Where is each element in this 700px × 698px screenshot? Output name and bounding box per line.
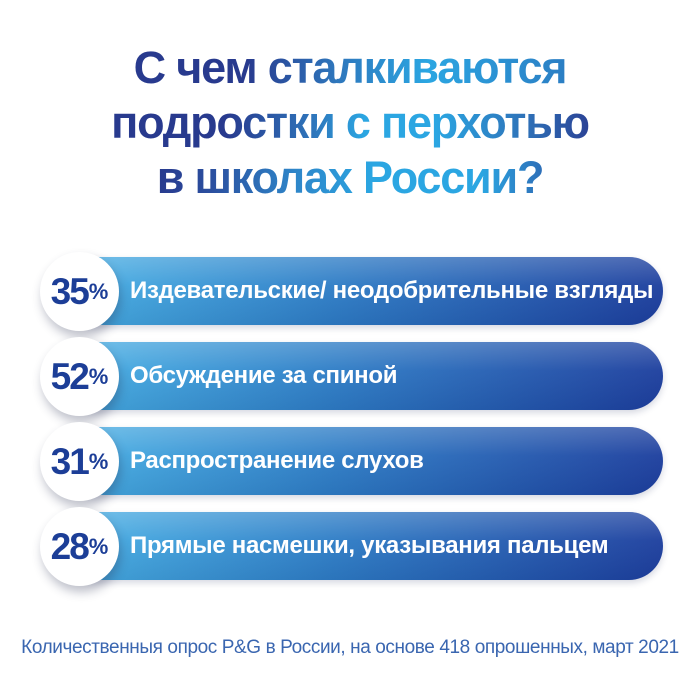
- percent-badge: 28%: [40, 507, 119, 586]
- bar-list: Издевательские/ неодобрительные взгляды …: [40, 252, 663, 592]
- bar-label: Прямые насмешки, указывания пальцем: [130, 532, 609, 559]
- percent-sign: %: [88, 363, 109, 389]
- percent-value: 35: [50, 270, 90, 312]
- bar-track: [63, 427, 663, 495]
- bar-row: Обсуждение за спиной 52%: [40, 337, 663, 416]
- percent-value: 52: [50, 355, 90, 397]
- percent-sign: %: [88, 533, 109, 559]
- page-title: С чем сталкиваются подростки с перхотью …: [0, 40, 700, 205]
- title-line-3: в школах России?: [156, 152, 545, 203]
- percent-value: 31: [50, 440, 90, 482]
- bar-track: [63, 512, 663, 580]
- bar-row: Распространение слухов 31%: [40, 422, 663, 501]
- bar-label: Распространение слухов: [130, 447, 424, 474]
- bar-track: [63, 257, 663, 325]
- bar-row: Издевательские/ неодобрительные взгляды …: [40, 252, 663, 331]
- percent-sign: %: [88, 278, 109, 304]
- bar-label: Издевательские/ неодобрительные взгляды: [130, 277, 654, 304]
- percent-badge: 35%: [40, 252, 119, 331]
- title-line-1: С чем сталкиваются: [133, 42, 568, 93]
- percent-sign: %: [88, 448, 109, 474]
- bar-label: Обсуждение за спиной: [130, 362, 398, 389]
- bar-row: Прямые насмешки, указывания пальцем 28%: [40, 507, 663, 586]
- bar-track: [63, 342, 663, 410]
- percent-badge: 31%: [40, 422, 119, 501]
- title-line-2: подростки с перхотью: [111, 97, 590, 148]
- percent-value: 28: [50, 525, 90, 567]
- percent-badge: 52%: [40, 337, 119, 416]
- source-note: Количественныя опрос P&G в России, на ос…: [21, 637, 679, 658]
